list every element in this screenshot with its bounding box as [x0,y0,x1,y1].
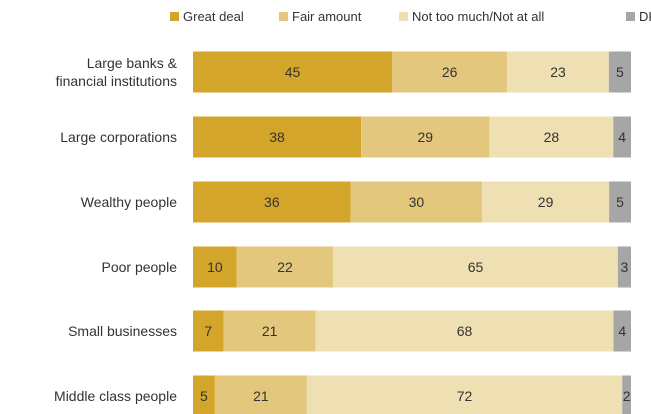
data-label: 4 [618,129,626,145]
data-label: 2 [623,388,631,404]
data-label: 21 [262,323,278,339]
legend-item-fair-amount: Fair amount [279,9,362,24]
bar-segment-dk [609,181,631,223]
bar-segment-dk [613,310,631,352]
bar-segment-not-too-much-not-at-all [507,51,609,93]
data-label: 68 [457,323,473,339]
legend-label: Fair amount [292,9,362,24]
data-label: 29 [417,129,433,145]
data-label: 7 [204,323,212,339]
legend-item-dk: DK [626,9,651,24]
bar-segment-not-too-much-not-at-all [315,310,614,352]
data-label: 29 [538,194,554,210]
bar-row: 45 26 23 5 [193,51,631,93]
bar-segment-fair-amount [350,181,483,223]
category-label: Wealthy people [81,194,177,210]
bar-segment-not-too-much-not-at-all [482,181,610,223]
data-label: 5 [200,388,208,404]
legend-swatch [626,12,635,21]
data-label: 21 [253,388,269,404]
data-label: 38 [269,129,285,145]
bar-segment-fair-amount [214,375,307,414]
legend-label: DK [639,9,651,24]
data-label: 5 [616,194,624,210]
legend-swatch [399,12,408,21]
data-label: 28 [544,129,560,145]
bar-segment-not-too-much-not-at-all [306,375,623,414]
legend-label: Not too much/Not at all [412,9,544,24]
bar-row: 10 22 65 3 [193,246,631,288]
bars: 45 26 23 538 29 28 436 30 29 510 22 65 37 21 68 45 21 72 2 [193,51,631,414]
category-label: Large banks & [87,55,178,71]
data-label: 72 [457,388,473,404]
bar-segment-dk [617,246,631,288]
data-label: 36 [264,194,280,210]
category-label: Small businesses [68,323,177,339]
bar-segment-dk [608,51,631,93]
legend-item-not-too-much-not-at-all: Not too much/Not at all [399,9,544,24]
data-label: 23 [550,64,566,80]
bar-segment-great-deal [193,310,224,352]
bar-row: 7 21 68 4 [193,310,631,352]
data-label: 30 [409,194,425,210]
category-label: Middle class people [54,388,177,404]
bar-segment-dk [622,375,631,414]
bar-segment-great-deal [193,51,393,93]
category-label: financial institutions [56,73,177,89]
bar-row: 38 29 28 4 [193,116,631,158]
data-label: 26 [442,64,458,80]
bar-segment-dk [613,116,631,158]
bar-segment-great-deal [193,375,215,414]
bar-segment-great-deal [193,246,237,288]
category-label: Large corporations [60,129,177,145]
category-labels: Large banks & financial institutions Large… [54,55,178,404]
legend-swatch [279,12,288,21]
bar-segment-not-too-much-not-at-all [333,246,618,288]
legend: Great deal Fair amount Not too much/Not at… [170,9,651,24]
data-label: 4 [618,323,626,339]
legend-item-great-deal: Great deal [170,9,244,24]
bar-segment-fair-amount [236,246,334,288]
bar-segment-not-too-much-not-at-all [489,116,614,158]
bar-row: 36 30 29 5 [193,181,631,223]
data-label: 3 [621,259,629,275]
bar-segment-fair-amount [361,116,490,158]
category-label: Poor people [101,259,177,275]
bar-segment-great-deal [193,181,351,223]
data-label: 5 [616,64,624,80]
bar-segment-great-deal [193,116,362,158]
bar-row: 5 21 72 2 [193,375,631,414]
bar-segment-fair-amount [223,310,316,352]
bar-segment-fair-amount [392,51,508,93]
data-label: 45 [285,64,301,80]
legend-swatch [170,12,179,21]
data-label: 10 [207,259,223,275]
data-label: 22 [277,259,293,275]
legend-label: Great deal [183,9,244,24]
data-label: 65 [468,259,484,275]
